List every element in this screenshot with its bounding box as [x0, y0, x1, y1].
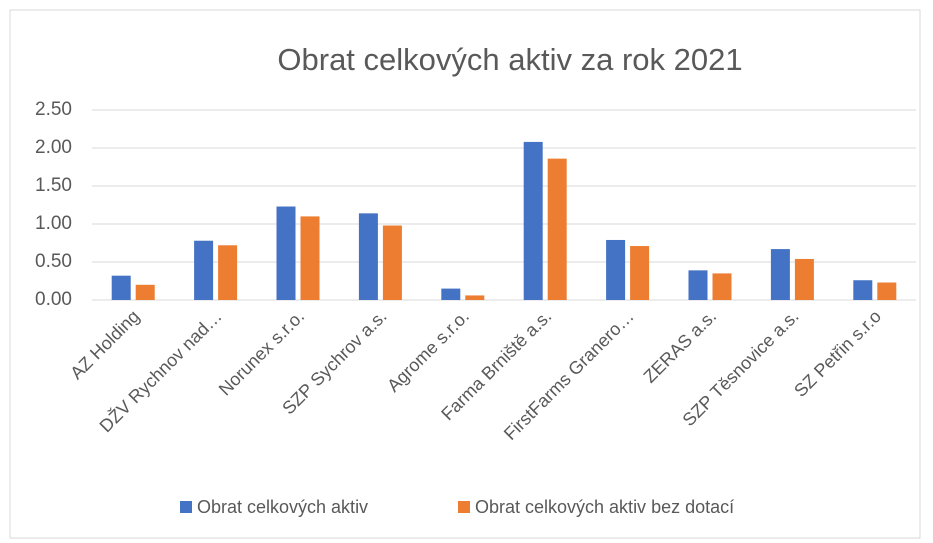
legend-label: Obrat celkových aktiv bez dotací: [475, 497, 734, 517]
bar: [382, 225, 402, 300]
bar: [194, 240, 214, 300]
legend-label: Obrat celkových aktiv: [197, 497, 368, 517]
legend-swatch: [180, 501, 192, 513]
bar: [135, 284, 155, 300]
bar: [358, 213, 378, 300]
bar: [465, 295, 485, 300]
legend-swatch: [458, 501, 470, 513]
chart-border: [9, 9, 921, 539]
bar: [218, 245, 238, 300]
bar: [111, 275, 131, 300]
bar: [547, 158, 567, 300]
bar: [770, 249, 790, 300]
bar: [606, 239, 626, 300]
y-tick-label: 0.00: [35, 289, 72, 310]
bar: [688, 270, 708, 300]
bar: [300, 216, 320, 300]
y-tick-label: 0.50: [35, 251, 72, 272]
bar: [523, 141, 543, 300]
y-tick-label: 1.00: [35, 213, 72, 234]
y-tick-label: 2.00: [35, 137, 72, 158]
bar: [441, 288, 461, 300]
bar: [877, 282, 897, 300]
chart-title: Obrat celkových aktiv za rok 2021: [277, 42, 742, 77]
y-tick-label: 1.50: [35, 175, 72, 196]
bar: [630, 246, 650, 300]
bar: [276, 206, 296, 300]
y-tick-label: 2.50: [35, 99, 72, 120]
bar: [853, 280, 873, 300]
bar: [794, 258, 814, 300]
bar: [712, 273, 732, 300]
